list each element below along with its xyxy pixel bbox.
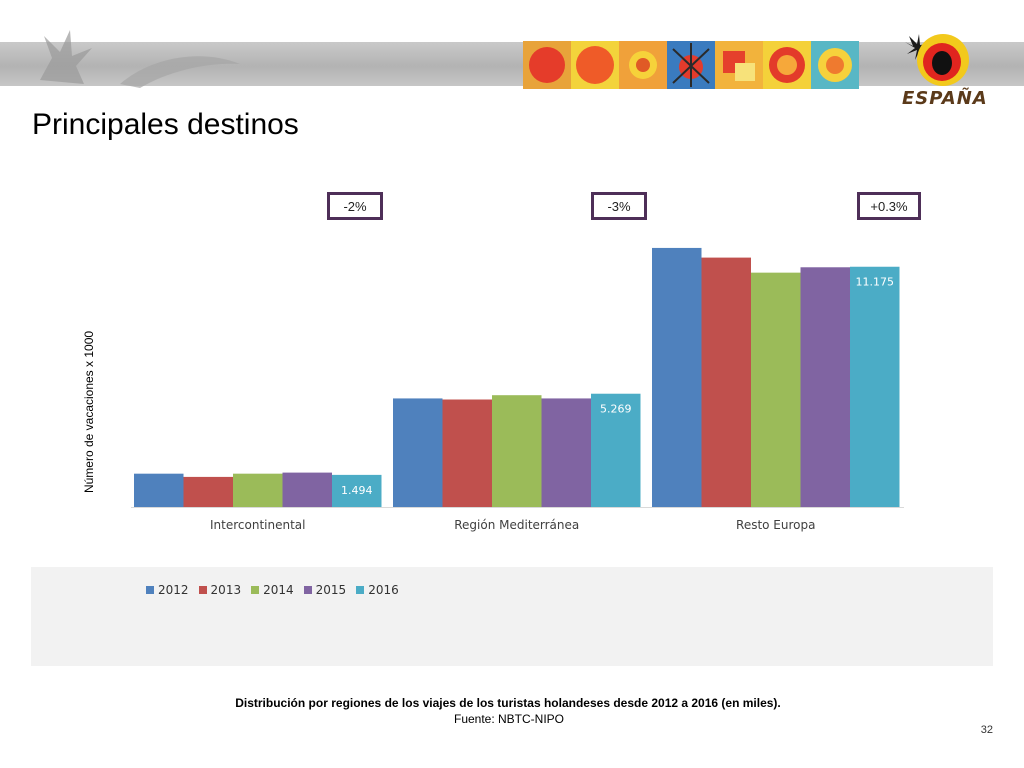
legend-label-2014: 2014 xyxy=(263,583,294,597)
figure-caption: Distribución por regiones de los viajes … xyxy=(235,696,781,710)
legend-swatch-2015 xyxy=(303,586,312,594)
bar-intercontinental-2014 xyxy=(233,473,283,507)
bar-resto-europa-2014 xyxy=(751,272,801,507)
data-label-intercontinental: 1.494 xyxy=(341,484,373,497)
change-callout-resto-europa: +0.3% xyxy=(857,192,921,220)
bar-chart: 1.494 Intercontinental 5.269 Región Mediter… xyxy=(131,247,904,532)
data-label-resto-europa: 11.175 xyxy=(856,276,895,289)
change-callout-intercontinental: -2% xyxy=(327,192,383,220)
bar-resto-europa-2013 xyxy=(701,257,751,507)
bar-region-mediterranea-2015 xyxy=(541,398,591,507)
decorative-swirl xyxy=(40,30,240,88)
bar-region-mediterranea-2013 xyxy=(442,399,492,507)
legend-swatch-2012 xyxy=(146,586,154,594)
legend-swatch-2014 xyxy=(251,586,260,594)
legend: 2012 2013 2014 2015 2016 xyxy=(146,583,399,597)
legend-label-2015: 2015 xyxy=(315,583,347,597)
legend-label-2013: 2013 xyxy=(210,583,242,597)
legend-swatch-2013 xyxy=(198,586,207,594)
legend-swatch-2016 xyxy=(356,586,365,594)
legend-item-2016: 2016 xyxy=(356,583,399,597)
category-label-intercontinental: Intercontinental xyxy=(210,518,305,532)
bar-intercontinental-2016 xyxy=(332,474,382,507)
category-label-region-mediterranea: Región Mediterránea xyxy=(454,518,579,532)
bar-region-mediterranea-2014 xyxy=(492,395,542,507)
legend-label-2016: 2016 xyxy=(368,583,399,597)
bars-layer xyxy=(134,247,900,508)
bar-intercontinental-2013 xyxy=(183,476,233,507)
legend-item-2014: 2014 xyxy=(251,583,294,597)
spain-logo-icon xyxy=(905,34,969,86)
page-number: 32 xyxy=(980,724,993,736)
labels-layer: 1.494 Intercontinental 5.269 Región Mediter… xyxy=(210,276,894,532)
figure-source: Fuente: NBTC-NIPO xyxy=(453,712,565,726)
legend-label-2012: 2012 xyxy=(158,583,189,597)
legend-panel xyxy=(31,567,993,666)
legend-item-2015: 2015 xyxy=(303,583,347,597)
logo-wordmark: ESPAÑA xyxy=(902,88,988,109)
bar-intercontinental-2015 xyxy=(282,472,332,507)
sun-tiles-banner xyxy=(523,41,859,89)
legend-item-2013: 2013 xyxy=(198,583,242,597)
category-label-resto-europa: Resto Europa xyxy=(736,518,815,532)
legend-item-2012: 2012 xyxy=(146,583,189,597)
bar-intercontinental-2012 xyxy=(134,473,184,507)
data-label-region-mediterranea: 5.269 xyxy=(600,403,632,416)
bar-resto-europa-2012 xyxy=(652,247,702,508)
bar-resto-europa-2015 xyxy=(800,267,850,507)
page-title: Principales destinos xyxy=(32,108,299,141)
bar-region-mediterranea-2012 xyxy=(393,398,443,507)
bar-region-mediterranea-2016 xyxy=(591,393,641,507)
bar-resto-europa-2016 xyxy=(850,266,900,507)
change-callout-mediterranea: -3% xyxy=(591,192,647,220)
